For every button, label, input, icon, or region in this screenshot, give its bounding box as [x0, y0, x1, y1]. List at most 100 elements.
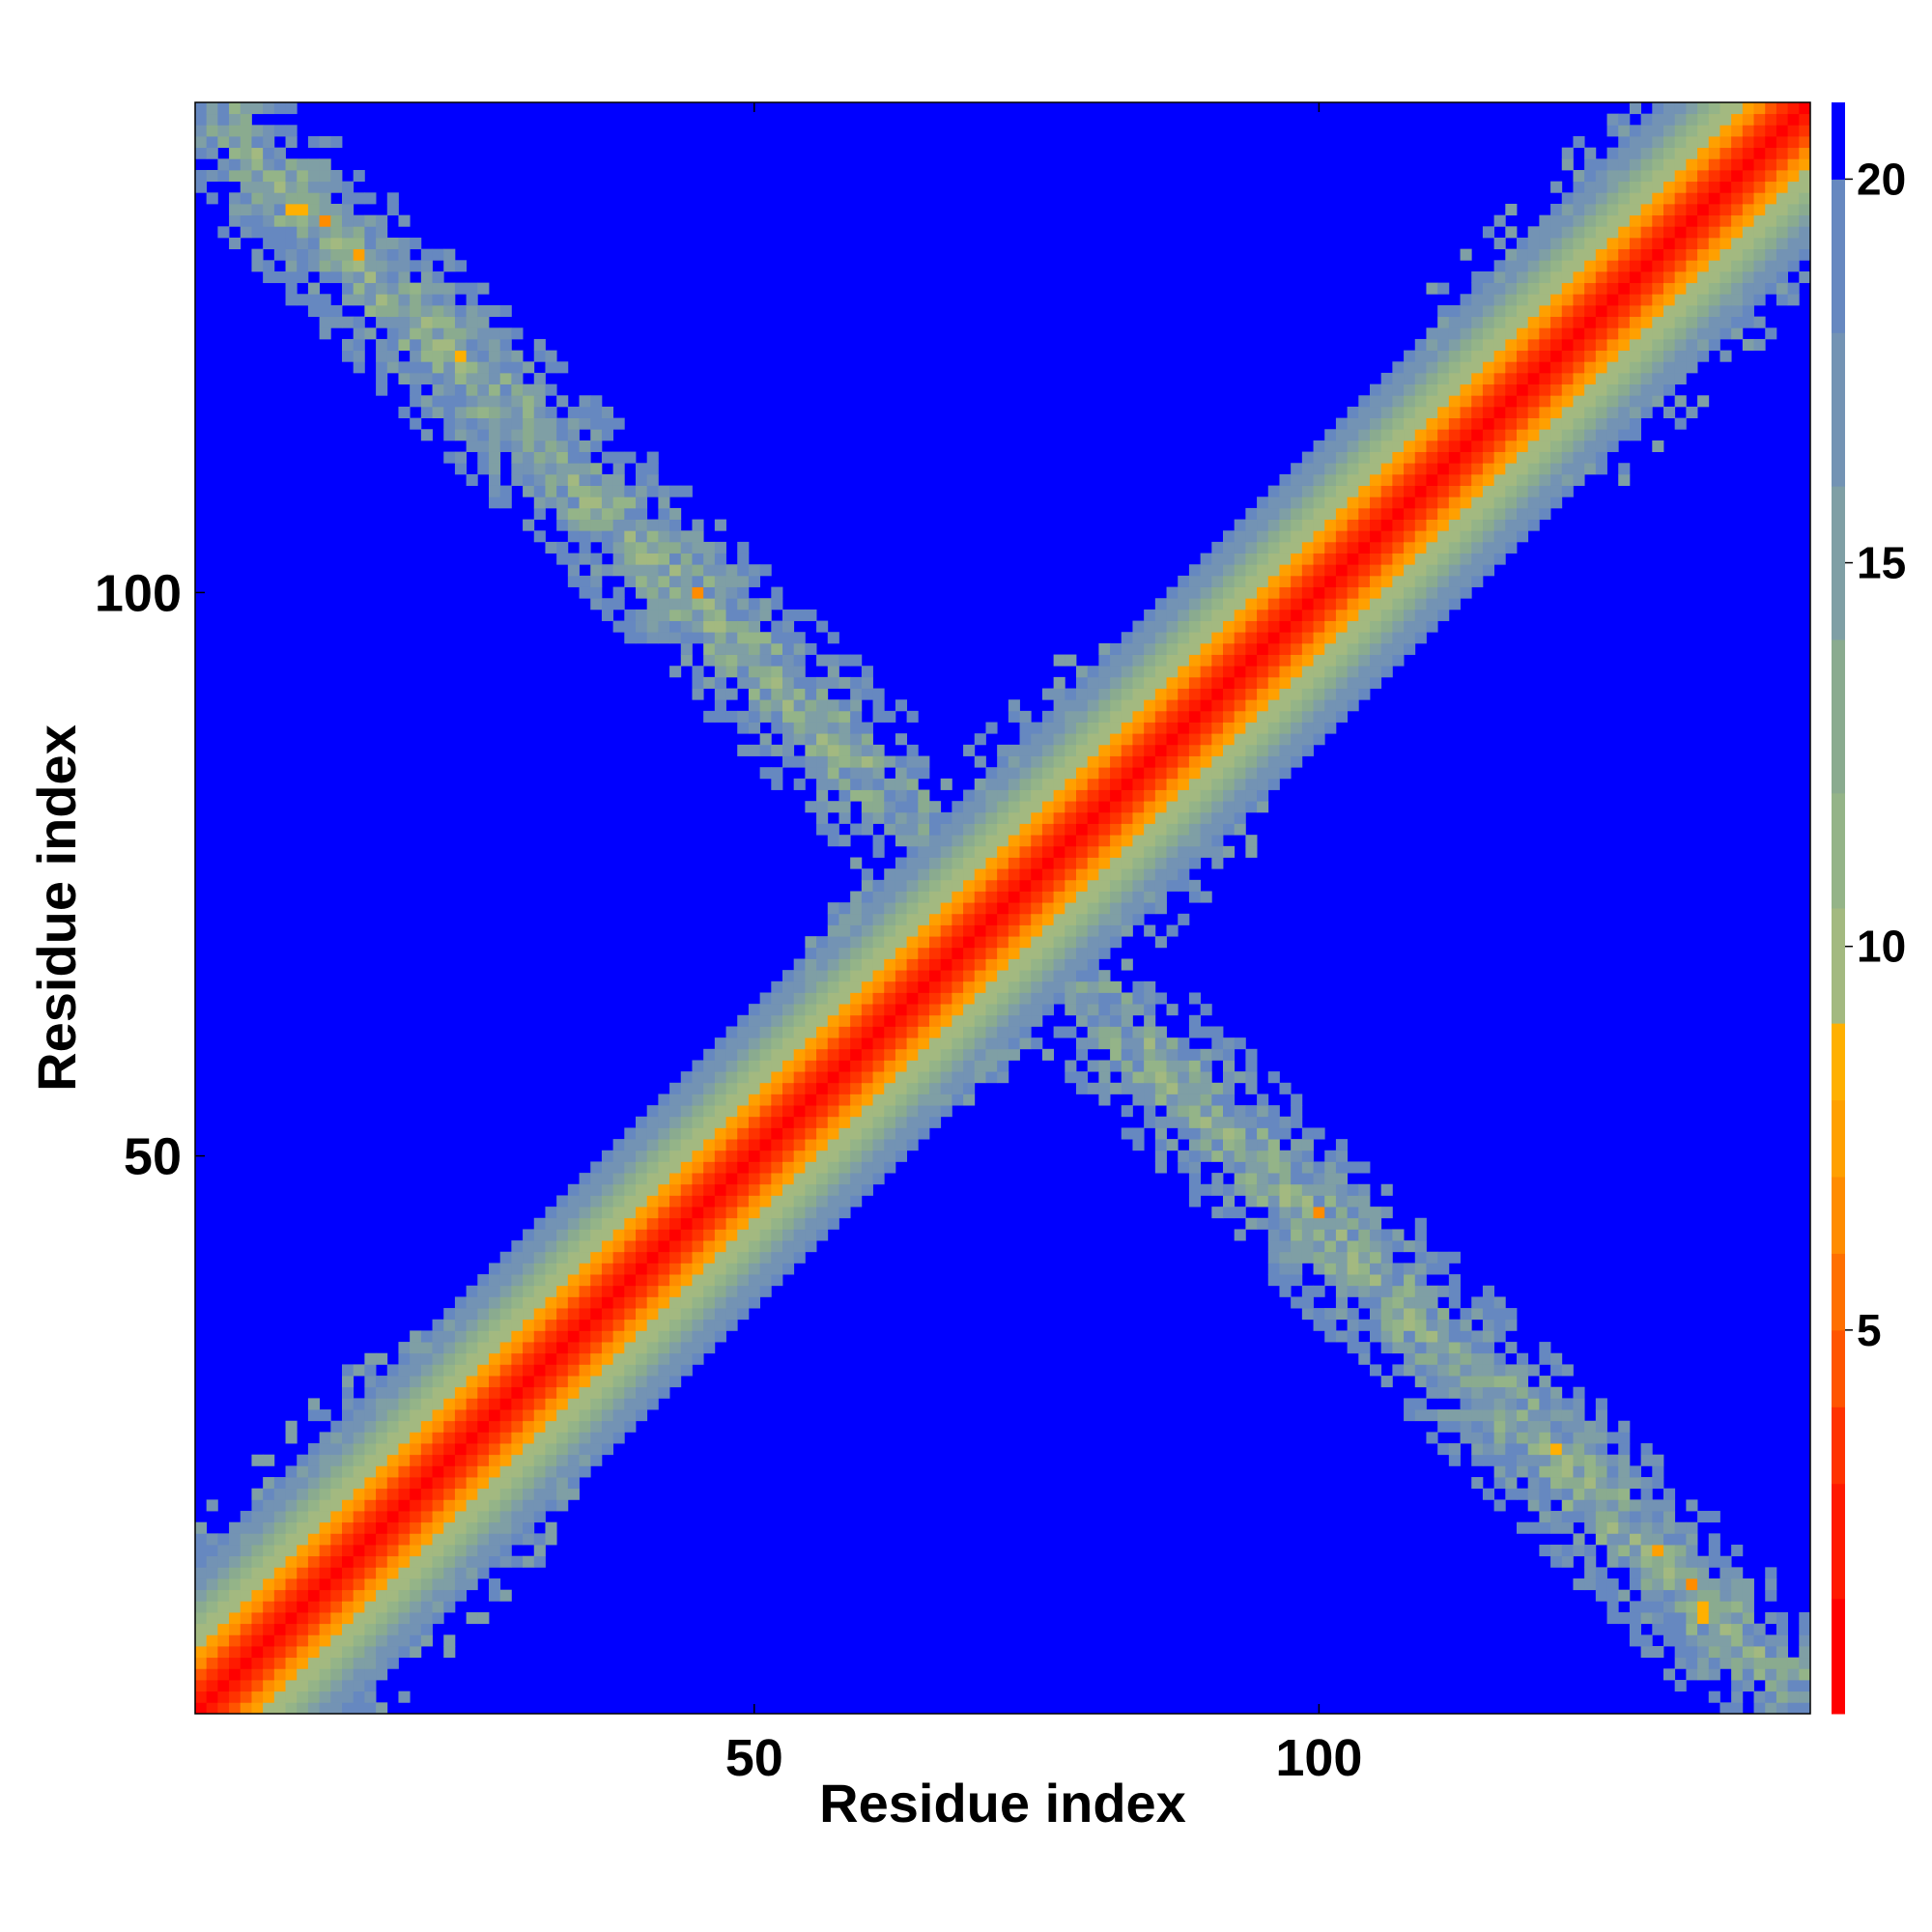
heatmap-cell [1347, 1183, 1359, 1196]
heatmap-cell [1245, 744, 1258, 756]
heatmap-cell [579, 1195, 591, 1208]
heatmap-cell [1188, 1048, 1202, 1061]
heatmap-cell [307, 203, 321, 216]
heatmap-cell [1076, 1014, 1089, 1027]
heatmap-cell [477, 1330, 490, 1343]
heatmap-cell [1561, 406, 1574, 418]
heatmap-cell [1301, 1296, 1314, 1309]
heatmap-cell [1414, 519, 1427, 531]
heatmap-cell [307, 1533, 321, 1546]
heatmap-cell [1053, 845, 1065, 858]
heatmap-cell [838, 1183, 851, 1196]
heatmap-cell [499, 361, 512, 374]
heatmap-cell [1154, 1026, 1167, 1038]
heatmap-cell [342, 214, 355, 227]
heatmap-cell [997, 980, 1009, 993]
heatmap-cell [692, 1229, 704, 1241]
heatmap-cell [420, 1386, 433, 1399]
heatmap-cell [1188, 733, 1202, 746]
heatmap-cell [477, 1511, 490, 1523]
heatmap-cell [489, 1545, 501, 1557]
heatmap-cell [420, 1533, 433, 1546]
heatmap-cell [838, 767, 851, 780]
heatmap-cell [1482, 429, 1495, 441]
heatmap-cell [703, 1060, 716, 1072]
heatmap-cell [714, 642, 726, 655]
heatmap-cell [703, 1139, 716, 1151]
heatmap-cell [1404, 372, 1416, 384]
heatmap-cell [1347, 530, 1359, 543]
heatmap-cell [1460, 1398, 1472, 1410]
heatmap-cell [1279, 519, 1292, 531]
heatmap-cell [1527, 260, 1540, 272]
heatmap-cell [454, 451, 468, 464]
heatmap-cell [850, 744, 863, 756]
heatmap-cell [1166, 1082, 1179, 1094]
heatmap-cell [793, 1161, 806, 1174]
heatmap-cell [1370, 485, 1382, 497]
heatmap-cell [1313, 507, 1325, 520]
heatmap-cell [861, 823, 873, 836]
heatmap-cell [703, 1274, 716, 1287]
heatmap-cell [1313, 733, 1325, 746]
heatmap-cell [1505, 530, 1518, 543]
heatmap-cell [1595, 463, 1607, 475]
heatmap-cell [816, 1094, 829, 1106]
heatmap-cell [590, 1229, 603, 1241]
heatmap-cell [1053, 755, 1065, 768]
heatmap-cell [567, 1488, 580, 1500]
heatmap-cell [285, 270, 298, 284]
heatmap-cell [477, 384, 490, 396]
heatmap-cell [1493, 294, 1506, 306]
heatmap-cell [1539, 316, 1551, 328]
heatmap-cell [1245, 688, 1258, 700]
heatmap-cell [1279, 1240, 1292, 1253]
heatmap-cell [1301, 632, 1314, 644]
heatmap-cell [997, 1004, 1009, 1016]
heatmap-cell [489, 1533, 501, 1546]
heatmap-cell [1291, 1229, 1303, 1241]
heatmap-cell [1380, 564, 1393, 577]
heatmap-cell [624, 519, 637, 531]
heatmap-cell [410, 361, 422, 374]
heatmap-cell [420, 1443, 433, 1456]
heatmap-cell [386, 1521, 399, 1534]
heatmap-cell [376, 1477, 388, 1490]
heatmap-cell [454, 1521, 468, 1534]
heatmap-cell [601, 473, 614, 486]
heatmap-cell [263, 1545, 275, 1557]
heatmap-cell [579, 417, 591, 430]
heatmap-cell [838, 1195, 851, 1208]
heatmap-cell [499, 1330, 512, 1343]
heatmap-cell [432, 1567, 444, 1579]
heatmap-cell [985, 1071, 998, 1084]
heatmap-cell [669, 1376, 682, 1388]
heatmap-cell [1335, 609, 1349, 621]
heatmap-cell [838, 924, 851, 937]
heatmap-cell [737, 1296, 750, 1309]
heatmap-cell [1595, 372, 1607, 384]
heatmap-cell [612, 1251, 625, 1264]
heatmap-cell [307, 304, 321, 318]
heatmap-cell [1335, 1240, 1349, 1253]
heatmap-cell [297, 226, 309, 239]
heatmap-cell [1110, 744, 1122, 756]
heatmap-cell [556, 1296, 569, 1309]
heatmap-cell [1121, 879, 1133, 892]
heatmap-cell [364, 237, 377, 250]
heatmap-cell [1606, 338, 1619, 352]
heatmap-cell [523, 1386, 535, 1399]
heatmap-cell [1313, 1319, 1325, 1331]
heatmap-cell [523, 1465, 535, 1478]
heatmap-cell [364, 1511, 377, 1523]
heatmap-cell [273, 1623, 286, 1635]
heatmap-cell [737, 609, 750, 621]
heatmap-cell [1539, 1443, 1551, 1456]
heatmap-cell [567, 1386, 580, 1399]
heatmap-cell [1211, 1127, 1224, 1140]
heatmap-cell [1404, 440, 1416, 452]
heatmap-cell [466, 1342, 478, 1354]
heatmap-cell [410, 338, 422, 352]
heatmap-cell [918, 789, 930, 802]
heatmap-cell [1301, 575, 1314, 587]
